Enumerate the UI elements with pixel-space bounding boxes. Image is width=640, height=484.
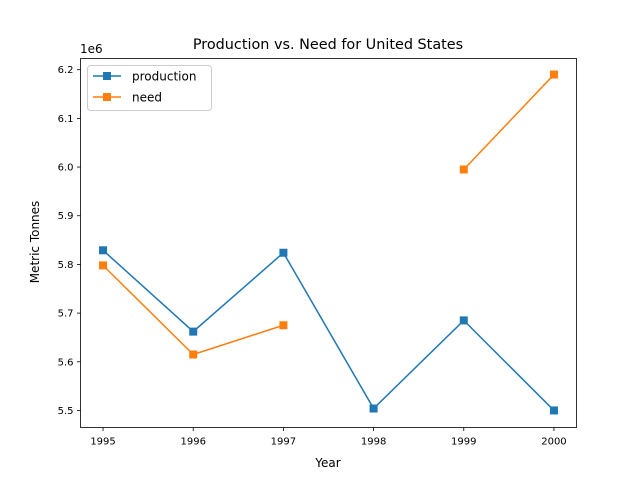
need-line — [463, 74, 555, 171]
production-line — [102, 249, 555, 411]
y-axis-label: Metric Tonnes — [28, 201, 42, 284]
legend-marker — [103, 93, 111, 101]
y-offset-label: 1e6 — [80, 42, 103, 56]
x-tick-label: 1999 — [451, 437, 476, 448]
need-point — [549, 70, 558, 79]
y-tick-label: 5.6 — [58, 357, 74, 368]
production-point — [99, 246, 108, 255]
legend-label-need: need — [132, 91, 162, 105]
x-tick-label: 2000 — [541, 437, 566, 448]
production-point — [549, 406, 558, 415]
y-tick-label: 5.7 — [58, 309, 74, 320]
production-point — [369, 404, 378, 413]
x-tick-label: 1995 — [90, 437, 115, 448]
x-tick-label: 1998 — [361, 437, 386, 448]
x-axis-label: Year — [314, 456, 340, 470]
need-point — [189, 350, 198, 359]
y-tick-label: 5.8 — [58, 260, 74, 271]
x-tick-label: 1996 — [181, 437, 206, 448]
legend-marker — [103, 72, 111, 80]
y-tick-label: 5.5 — [58, 406, 74, 417]
need-point — [279, 321, 288, 330]
y-tick-label: 6.1 — [58, 114, 74, 125]
legend-label-production: production — [132, 70, 196, 84]
plot-area-frame — [80, 58, 577, 428]
need-point — [459, 165, 468, 174]
y-tick-label: 6.0 — [58, 163, 74, 174]
y-tick-label: 6.2 — [58, 65, 74, 76]
need-line — [102, 264, 284, 356]
chart-title: Production vs. Need for United States — [193, 37, 463, 53]
need-point — [99, 261, 108, 270]
legend: production need — [87, 65, 212, 111]
production-point — [279, 248, 288, 257]
x-tick-label: 1997 — [271, 437, 296, 448]
production-point — [459, 316, 468, 325]
production-point — [189, 327, 198, 336]
y-tick-label: 5.9 — [58, 211, 74, 222]
